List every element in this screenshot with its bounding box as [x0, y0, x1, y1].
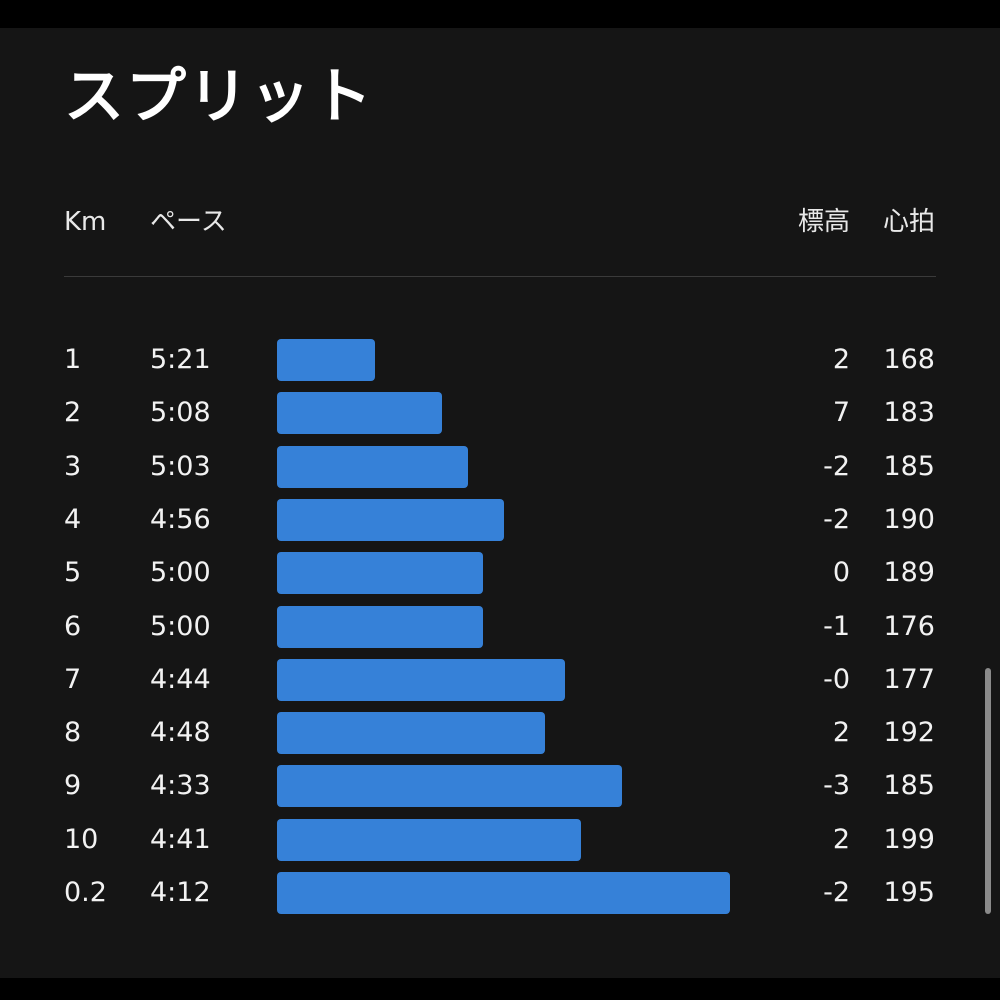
split-km: 2 — [64, 397, 82, 429]
split-heart-rate: 199 — [883, 823, 935, 855]
pace-bar — [277, 712, 545, 755]
split-km: 3 — [64, 450, 82, 482]
split-km: 8 — [64, 717, 82, 749]
header-divider — [64, 276, 936, 277]
pace-bar — [277, 498, 504, 541]
pace-bar — [277, 658, 566, 701]
split-elevation: -2 — [823, 877, 850, 908]
pace-bar — [277, 552, 483, 595]
split-elevation: -3 — [823, 770, 850, 802]
split-heart-rate: 192 — [883, 717, 935, 749]
pace-bar — [277, 605, 483, 648]
split-row: 2 5:08 7 183 — [0, 386, 1000, 439]
split-elevation: -2 — [823, 450, 850, 482]
split-pace: 5:00 — [150, 610, 211, 642]
split-heart-rate: 185 — [883, 770, 935, 802]
split-heart-rate: 185 — [883, 450, 935, 482]
scrollbar[interactable] — [985, 668, 991, 914]
split-row: 3 5:03 -2 185 — [0, 440, 1000, 493]
split-heart-rate: 189 — [883, 557, 935, 589]
split-elevation: 2 — [832, 823, 850, 855]
pace-column-header: ペース — [150, 207, 227, 237]
split-km: 4 — [64, 503, 82, 535]
split-row: 6 5:00 -1 176 — [0, 600, 1000, 653]
split-row: 7 4:44 -0 177 — [0, 653, 1000, 706]
split-elevation: 0 — [832, 557, 850, 589]
page-title: スプリット — [64, 62, 374, 132]
pace-bar — [277, 339, 375, 381]
split-km: 10 — [64, 823, 99, 855]
split-pace: 5:00 — [150, 557, 211, 589]
pace-bar — [277, 872, 731, 914]
split-row: 5 5:00 0 189 — [0, 546, 1000, 599]
pace-bar — [277, 818, 581, 861]
split-elevation: -2 — [823, 503, 850, 535]
split-row: 10 4:41 2 199 — [0, 813, 1000, 866]
split-elevation: 7 — [832, 397, 850, 429]
split-pace: 4:56 — [150, 503, 211, 535]
split-km: 6 — [64, 610, 82, 642]
split-km: 9 — [64, 770, 82, 802]
pace-bar — [277, 445, 468, 488]
split-heart-rate: 190 — [883, 503, 935, 535]
split-heart-rate: 176 — [883, 610, 935, 642]
pace-bar — [277, 392, 442, 435]
split-elevation: -0 — [823, 663, 850, 695]
split-row: 4 4:56 -2 190 — [0, 493, 1000, 546]
heart-rate-column-header: 心拍 — [882, 207, 935, 237]
split-heart-rate: 183 — [883, 397, 935, 429]
split-pace: 5:21 — [150, 344, 211, 375]
split-pace: 4:44 — [150, 663, 211, 695]
pace-bar — [277, 765, 623, 808]
split-pace: 4:12 — [150, 877, 211, 908]
split-pace: 4:33 — [150, 770, 211, 802]
split-row: 8 4:48 2 192 — [0, 706, 1000, 759]
split-pace: 5:08 — [150, 397, 211, 429]
split-pace: 4:48 — [150, 717, 211, 749]
split-pace: 4:41 — [150, 823, 211, 855]
split-km: 5 — [64, 557, 82, 589]
split-heart-rate: 168 — [883, 344, 935, 375]
split-km: 1 — [64, 344, 82, 375]
split-heart-rate: 195 — [883, 877, 935, 908]
split-pace: 5:03 — [150, 450, 211, 482]
elevation-column-header: 標高 — [797, 207, 850, 237]
split-elevation: 2 — [832, 717, 850, 749]
split-row: 0.2 4:12 -2 195 — [0, 866, 1000, 919]
split-row: 1 5:21 2 168 — [0, 333, 1000, 386]
split-km: 7 — [64, 663, 82, 695]
split-elevation: 2 — [832, 344, 850, 375]
split-elevation: -1 — [823, 610, 850, 642]
split-km: 0.2 — [64, 877, 107, 908]
split-row: 9 4:33 -3 185 — [0, 759, 1000, 812]
km-column-header: Km — [64, 207, 107, 237]
split-heart-rate: 177 — [883, 663, 935, 695]
